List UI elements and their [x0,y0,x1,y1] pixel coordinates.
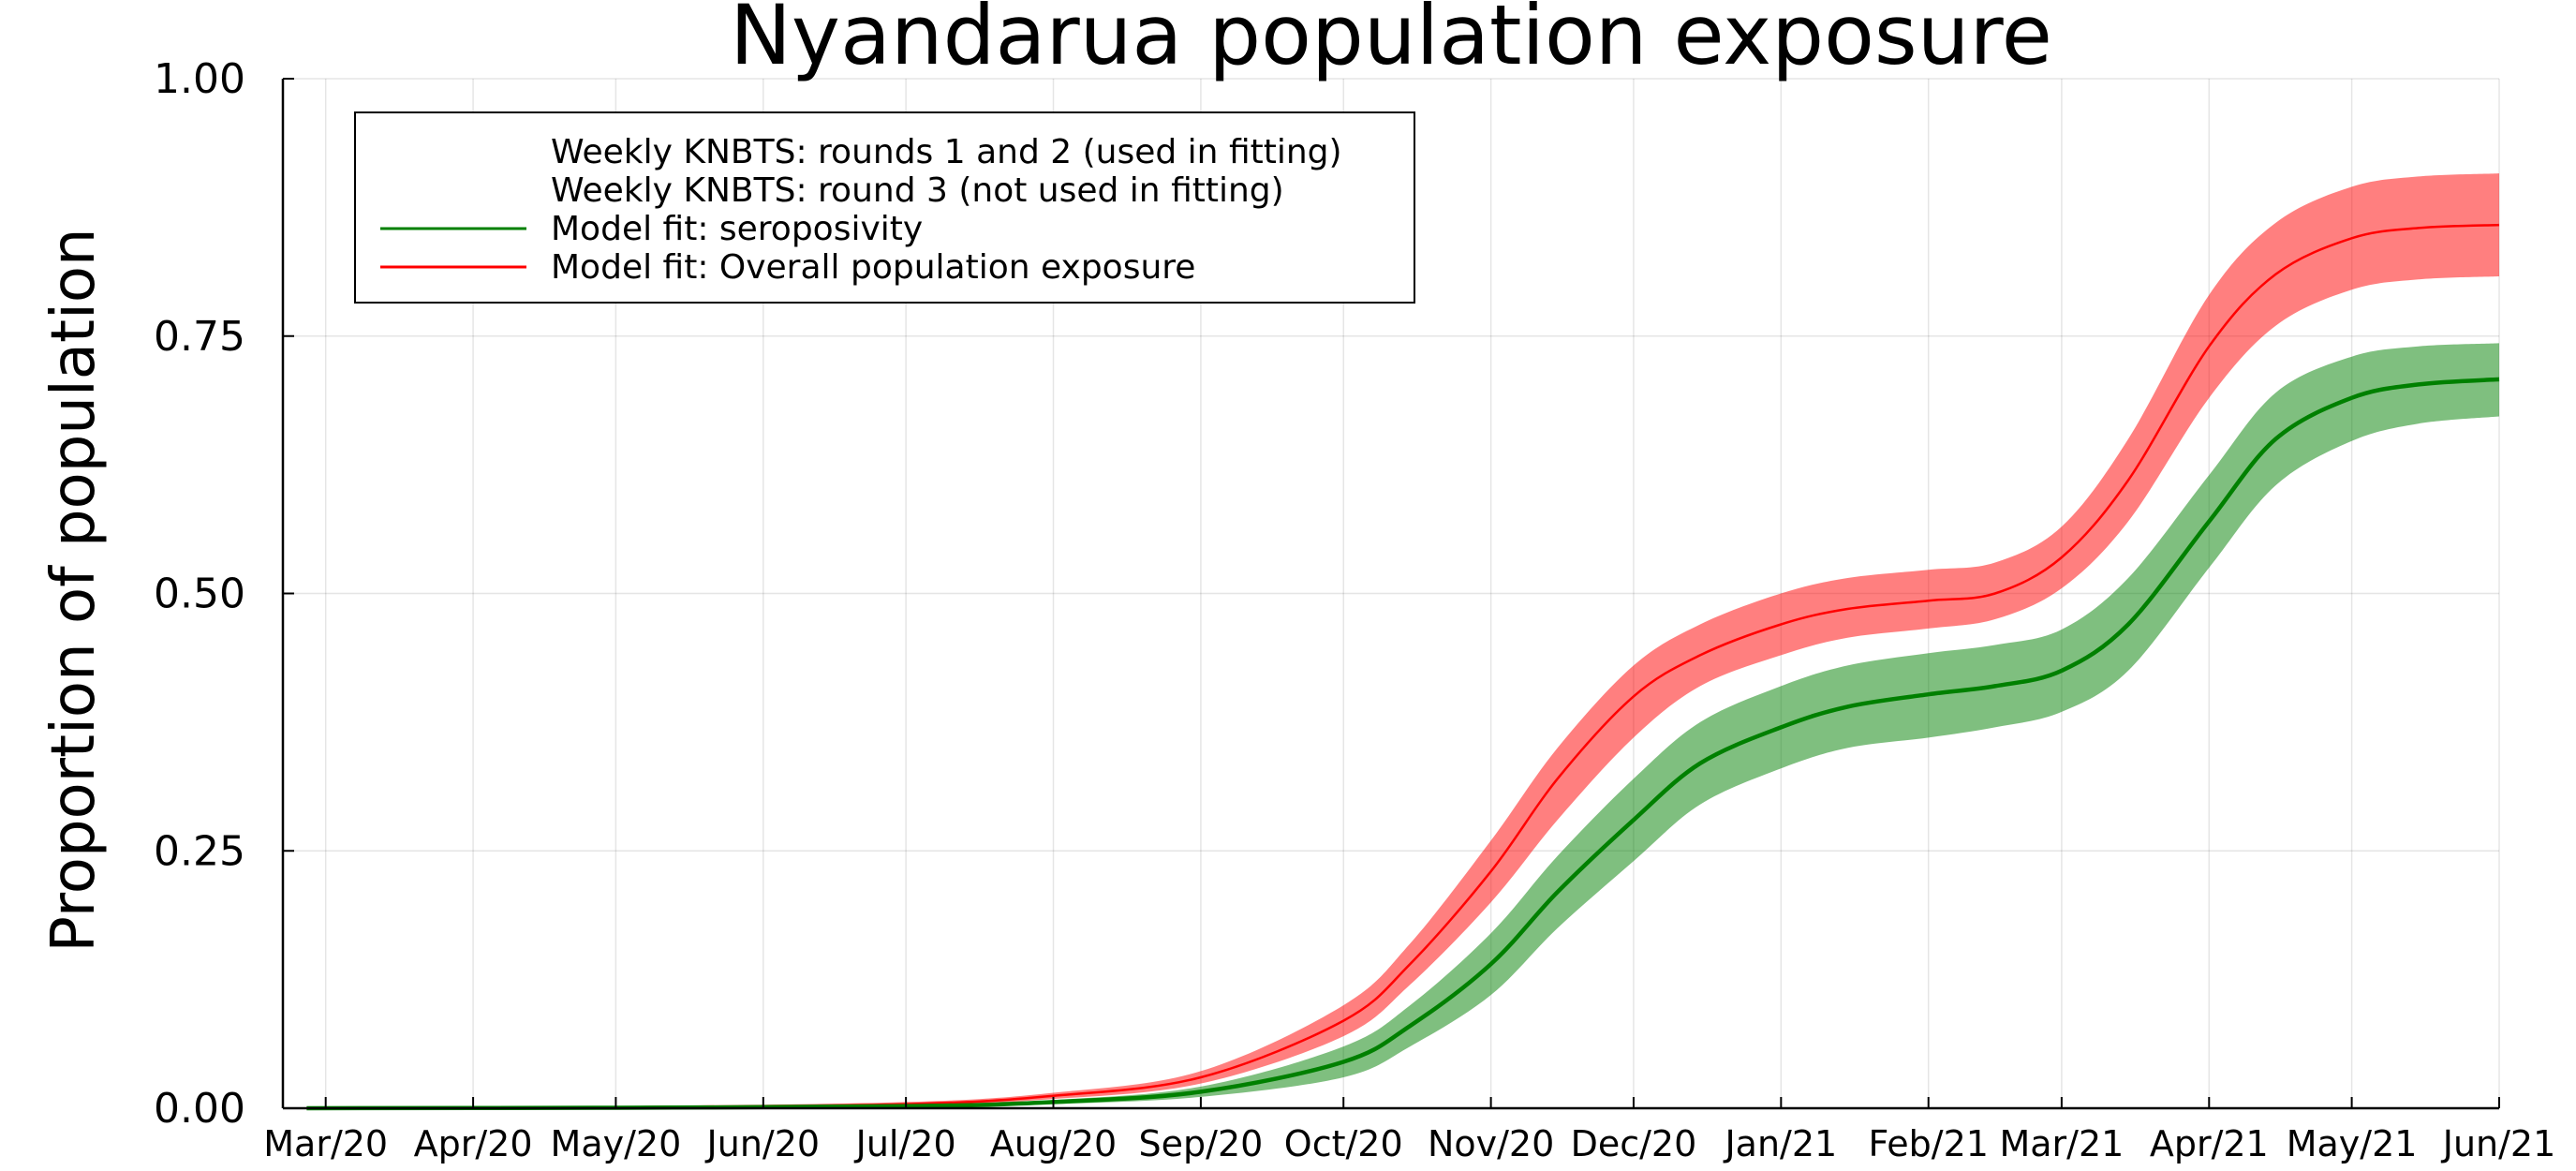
confidence-band-exposure [306,173,2500,1109]
x-tick-label: Mar/20 [263,1123,388,1164]
y-tick-label: 0.25 [154,827,245,875]
legend: Weekly KNBTS: rounds 1 and 2 (used in fi… [354,111,1415,304]
y-tick-label: 0.75 [154,313,245,361]
chart-title: Nyandarua population exposure [730,0,2052,83]
x-tick-label: May/21 [2287,1123,2418,1164]
x-tick-label: May/20 [551,1123,682,1164]
legend-entry: Weekly KNBTS: round 3 (not used in fitti… [551,171,1284,210]
x-tick-label: Apr/20 [414,1123,533,1164]
x-tick-label: Aug/20 [990,1123,1117,1164]
x-tick-label: Mar/21 [1999,1123,2124,1164]
x-tick-label: Oct/20 [1284,1123,1403,1164]
x-tick-label: Jul/20 [854,1123,956,1164]
y-axis-label: Proportion of population [39,228,109,952]
confidence-band-seropositivity [306,343,2500,1109]
x-tick-label: Dec/20 [1571,1123,1697,1164]
series-line-exposure [306,223,2500,1110]
x-tick-label: Jun/20 [705,1123,821,1164]
x-tick-label: Jan/21 [1723,1123,1837,1164]
axes [281,78,2500,1110]
x-tick-label: Feb/21 [1869,1123,1989,1164]
legend-entry: Model fit: Overall population exposure [551,248,1195,287]
series-line-seropositivity [306,377,2500,1111]
x-tick-labels: Mar/20 Apr/20 May/20 Jun/20 Jul/20 Aug/20 Sep/… [263,1123,2555,1164]
confidence-bands [306,173,2500,1109]
y-tick-labels: 0.00 0.25 0.50 0.75 1.00 [154,55,245,1133]
legend-entry: Model fit: seroposivity [551,210,923,248]
series-lines [306,223,2500,1111]
y-tick-label: 1.00 [154,55,245,103]
y-tick-label: 0.50 [154,571,245,618]
x-tick-label: Apr/21 [2150,1123,2269,1164]
x-tick-label: Sep/20 [1139,1123,1264,1164]
x-tick-label: Jun/21 [2441,1123,2556,1164]
y-tick-label: 0.00 [154,1085,245,1133]
legend-box [354,111,1415,304]
x-tick-label: Nov/20 [1428,1123,1554,1164]
legend-entry: Weekly KNBTS: rounds 1 and 2 (used in fi… [551,133,1342,171]
